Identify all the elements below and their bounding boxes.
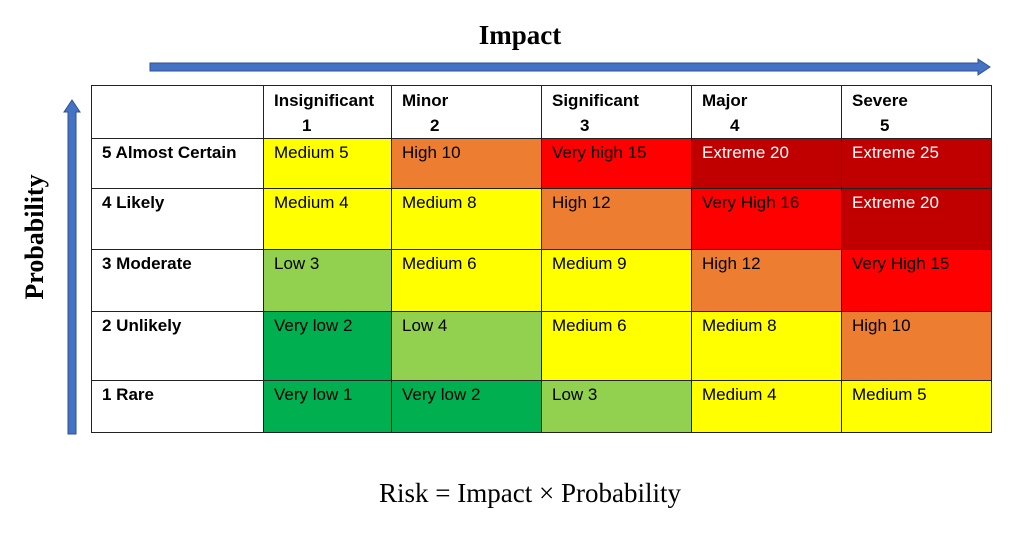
impact-header-3: Significant 3 <box>541 85 692 139</box>
impact-header-4: Major 4 <box>691 85 842 139</box>
impact-number: 2 <box>430 116 440 135</box>
probability-label: 5 Almost Certain <box>91 138 264 189</box>
impact-number: 4 <box>730 116 740 135</box>
risk-cell-extreme: Extreme 20 <box>841 188 992 250</box>
risk-cell-medium: Medium 6 <box>391 249 542 312</box>
risk-cell-extreme: Extreme 20 <box>691 138 842 189</box>
impact-axis-title: Impact <box>478 20 562 50</box>
risk-cell-low: Low 3 <box>541 380 692 433</box>
risk-cell-veryhigh: Very High 16 <box>691 188 842 250</box>
risk-cell-high: High 10 <box>391 138 542 189</box>
risk-cell-medium: Medium 5 <box>841 380 992 433</box>
risk-cell-low: Low 3 <box>263 249 392 312</box>
impact-header-5: Severe 5 <box>841 85 992 139</box>
risk-cell-low: Low 4 <box>391 311 542 381</box>
risk-cell-high: High 12 <box>691 249 842 312</box>
risk-cell-medium: Medium 8 <box>691 311 842 381</box>
impact-label: Severe <box>852 91 908 110</box>
risk-cell-extreme: Extreme 25 <box>841 138 992 189</box>
header-row: Insignificant 1 Minor 2 Significant 3 Major 4 Se… <box>91 85 992 139</box>
corner-cell <box>91 85 264 139</box>
risk-cell-high: High 10 <box>841 311 992 381</box>
table-row: 5 Almost Certain Medium 5 High 10 Very high… <box>91 138 992 189</box>
risk-cell-medium: Medium 4 <box>263 188 392 250</box>
risk-cell-verylow: Very low 1 <box>263 380 392 433</box>
risk-cell-medium: Medium 4 <box>691 380 842 433</box>
probability-label: 2 Unlikely <box>91 311 264 381</box>
impact-number: 1 <box>302 116 312 135</box>
risk-cell-verylow: Very low 2 <box>391 380 542 433</box>
impact-label: Significant <box>552 91 639 110</box>
risk-cell-verylow: Very low 2 <box>263 311 392 381</box>
impact-number: 5 <box>880 116 890 135</box>
table-row: 2 Unlikely Very low 2 Low 4 Medium 6 Medium … <box>91 311 992 381</box>
table-row: 4 Likely Medium 4 Medium 8 High 12 Very High… <box>91 188 992 250</box>
impact-arrow-icon <box>149 58 991 76</box>
impact-header-1: Insignificant 1 <box>263 85 392 139</box>
probability-label: 3 Moderate <box>91 249 264 312</box>
impact-number: 3 <box>580 116 590 135</box>
risk-formula: Risk = Impact × Probability <box>379 478 681 508</box>
probability-label: 4 Likely <box>91 188 264 250</box>
risk-cell-medium: Medium 9 <box>541 249 692 312</box>
table-row: 3 Moderate Low 3 Medium 6 Medium 9 High 12 Ve… <box>91 249 992 312</box>
impact-label: Minor <box>402 91 449 110</box>
risk-cell-medium: Medium 5 <box>263 138 392 189</box>
impact-header-2: Minor 2 <box>391 85 542 139</box>
risk-cell-veryhigh: Very High 15 <box>841 249 992 312</box>
risk-cell-medium: Medium 6 <box>541 311 692 381</box>
risk-cell-high: High 12 <box>541 188 692 250</box>
impact-label: Insignificant <box>274 91 375 110</box>
risk-cell-veryhigh: Very high 15 <box>541 138 692 189</box>
impact-label: Major <box>702 91 748 110</box>
risk-cell-medium: Medium 8 <box>391 188 542 250</box>
probability-axis-title: Probability <box>20 174 49 300</box>
probability-label: 1 Rare <box>91 380 264 433</box>
probability-arrow-icon <box>63 99 81 435</box>
risk-matrix-table: Insignificant 1 Minor 2 Significant 3 Major 4 Se… <box>91 85 992 433</box>
